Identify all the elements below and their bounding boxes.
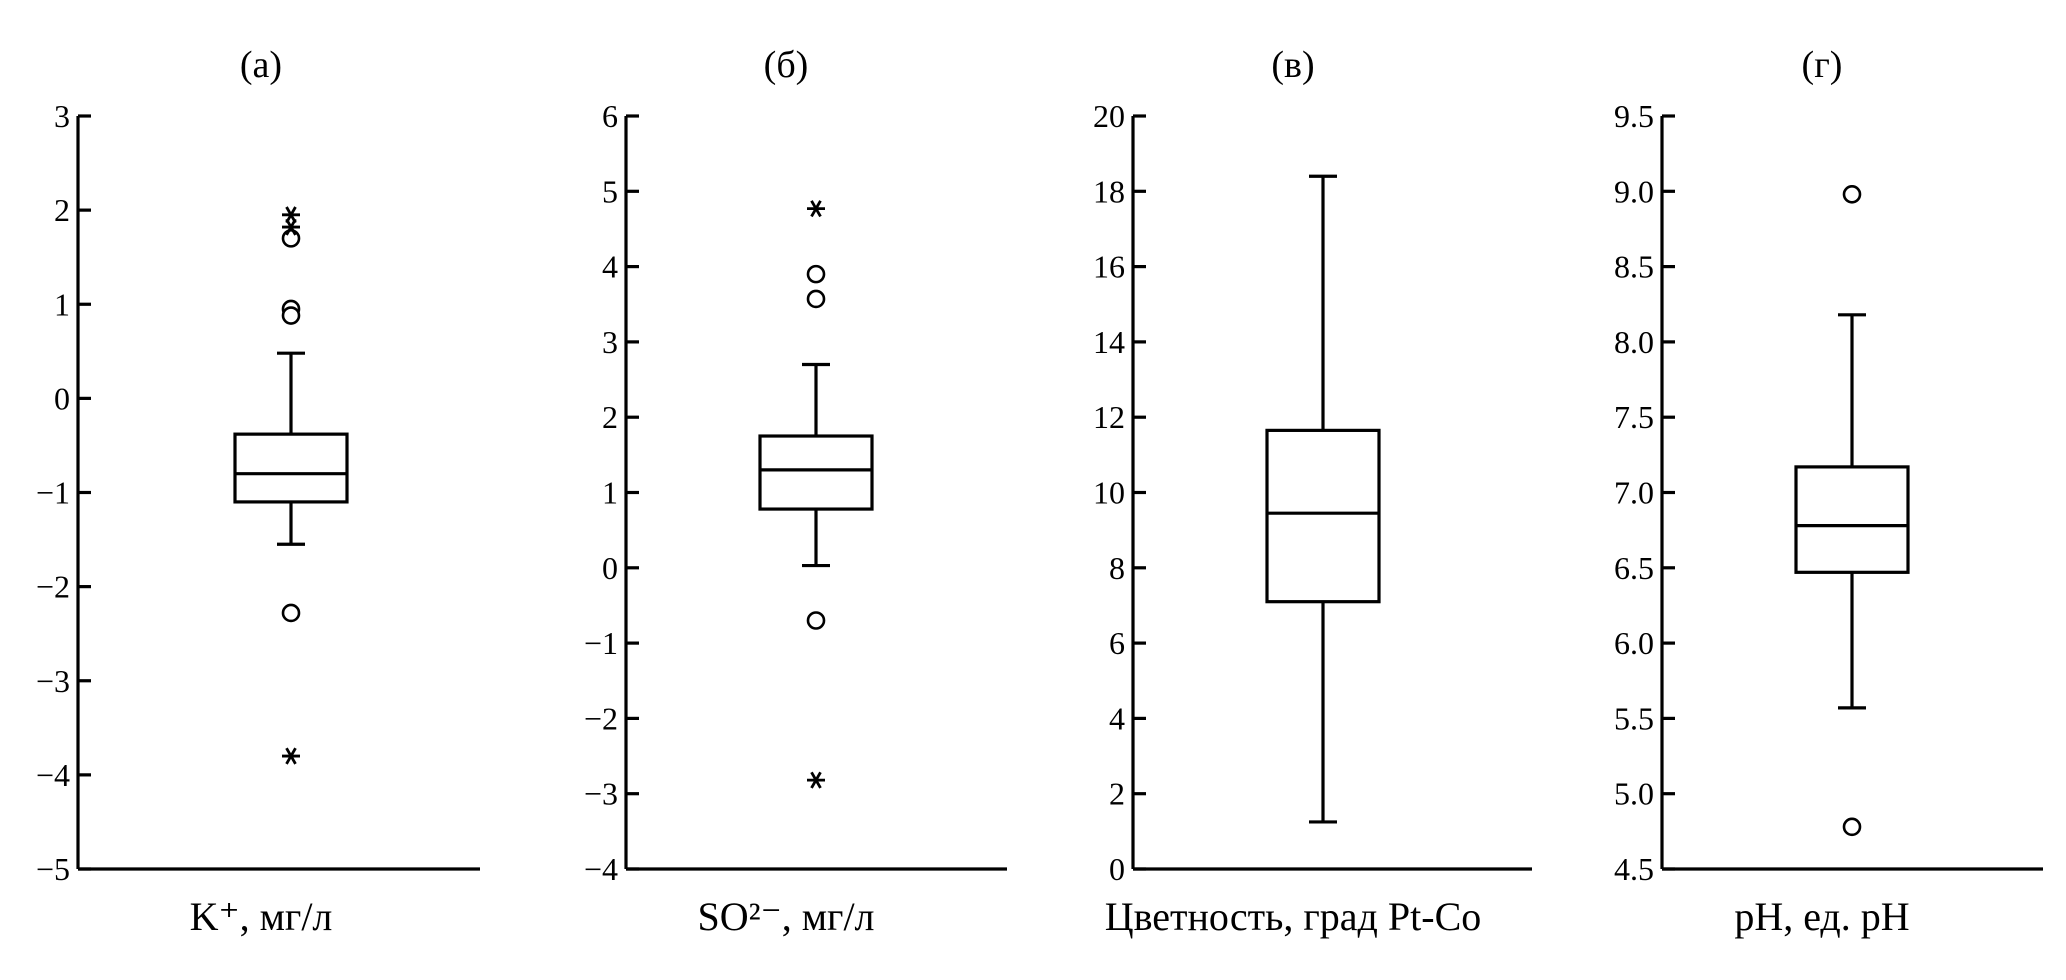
y-tick-label: 6 bbox=[602, 98, 618, 134]
y-tick-label: 6.5 bbox=[1614, 550, 1654, 586]
panel-1: (а) 3 2 1 0 −1 −2 −3 −4 −5 K⁺, мг/л bbox=[36, 44, 480, 939]
y-tick-label: −3 bbox=[584, 776, 618, 812]
extreme-point bbox=[807, 200, 825, 218]
y-tick-label: 18 bbox=[1093, 173, 1125, 209]
y-tick-label: −4 bbox=[584, 851, 618, 887]
y-tick-label: 10 bbox=[1093, 475, 1125, 511]
x-axis-label: Цветность, град Pt-Co bbox=[1105, 894, 1482, 939]
extreme-stroke bbox=[810, 771, 822, 789]
y-tick-label: 5.0 bbox=[1614, 776, 1654, 812]
extreme-point bbox=[807, 771, 825, 789]
y-tick-label: −5 bbox=[36, 851, 70, 887]
y-tick-label: 7.0 bbox=[1614, 475, 1654, 511]
extreme-stroke bbox=[810, 200, 822, 218]
y-tick-label: 7.5 bbox=[1614, 399, 1654, 435]
x-axis-label: K⁺, мг/л bbox=[190, 894, 333, 939]
y-tick-label: 0 bbox=[602, 550, 618, 586]
extreme-stroke bbox=[285, 218, 297, 236]
x-axis-label: pH, ед. pH bbox=[1734, 894, 1909, 939]
panel-title: (г) bbox=[1802, 44, 1843, 86]
panel-title: (а) bbox=[240, 44, 282, 86]
y-tick-label: 2 bbox=[602, 399, 618, 435]
outlier-point bbox=[1842, 817, 1862, 837]
y-tick-label: 0 bbox=[1109, 851, 1125, 887]
y-tick-label: 9.0 bbox=[1614, 173, 1654, 209]
y-tick-label: 2 bbox=[54, 192, 70, 228]
y-tick-label: 16 bbox=[1093, 249, 1125, 285]
y-tick-label: 6.0 bbox=[1614, 625, 1654, 661]
extreme-point bbox=[282, 206, 300, 224]
y-tick-label: 1 bbox=[54, 286, 70, 322]
y-tick-label: −1 bbox=[36, 475, 70, 511]
y-tick-label: 1 bbox=[602, 475, 618, 511]
extreme-stroke bbox=[285, 747, 297, 765]
extreme-point bbox=[282, 747, 300, 765]
panel-2: (б) 6 5 4 3 2 1 0 −1 −2 −3 −4 SO²⁻, мг/л bbox=[584, 44, 1007, 939]
y-tick-label: −1 bbox=[584, 625, 618, 661]
y-tick-label: 8.5 bbox=[1614, 249, 1654, 285]
y-tick-label: 8.0 bbox=[1614, 324, 1654, 360]
panel-title: (б) bbox=[764, 44, 809, 86]
y-tick-label: 14 bbox=[1093, 324, 1125, 360]
panel-title: (в) bbox=[1271, 44, 1314, 86]
y-tick-label: 12 bbox=[1093, 399, 1125, 435]
iqr-box bbox=[1794, 465, 1910, 574]
y-tick-label: 20 bbox=[1093, 98, 1125, 134]
y-tick-label: −3 bbox=[36, 663, 70, 699]
iqr-box bbox=[1265, 428, 1381, 604]
outlier-point bbox=[281, 229, 301, 248]
y-tick-label: −2 bbox=[36, 569, 70, 605]
x-axis-label: SO²⁻, мг/л bbox=[697, 894, 874, 939]
y-tick-label: 4 bbox=[1109, 700, 1125, 736]
y-tick-label: 2 bbox=[1109, 776, 1125, 812]
extreme-point bbox=[282, 218, 300, 236]
outlier-point bbox=[281, 603, 301, 623]
y-tick-label: 3 bbox=[602, 324, 618, 360]
y-tick-label: 6 bbox=[1109, 625, 1125, 661]
y-tick-label: 4.5 bbox=[1614, 851, 1654, 887]
y-tick-label: 0 bbox=[54, 380, 70, 416]
outlier-point bbox=[806, 289, 826, 309]
y-tick-label: 5.5 bbox=[1614, 700, 1654, 736]
y-tick-label: −4 bbox=[36, 757, 70, 793]
panel-4: (г) 9.5 9.0 8.5 8.0 7.5 7.0 6.5 6.0 5.5 5.0 4.5 pH, … bbox=[1614, 44, 2043, 939]
outlier-point bbox=[1842, 185, 1862, 204]
y-tick-label: −2 bbox=[584, 700, 618, 736]
y-tick-label: 9.5 bbox=[1614, 98, 1654, 134]
y-tick-label: 8 bbox=[1109, 550, 1125, 586]
outlier-point bbox=[806, 264, 826, 284]
y-tick-label: 4 bbox=[602, 249, 618, 285]
iqr-box bbox=[758, 434, 874, 511]
outlier-point bbox=[281, 306, 301, 325]
outlier-point bbox=[806, 611, 826, 630]
iqr-box bbox=[233, 432, 349, 504]
y-tick-label: 5 bbox=[602, 173, 618, 209]
y-tick-label: 3 bbox=[54, 98, 70, 134]
